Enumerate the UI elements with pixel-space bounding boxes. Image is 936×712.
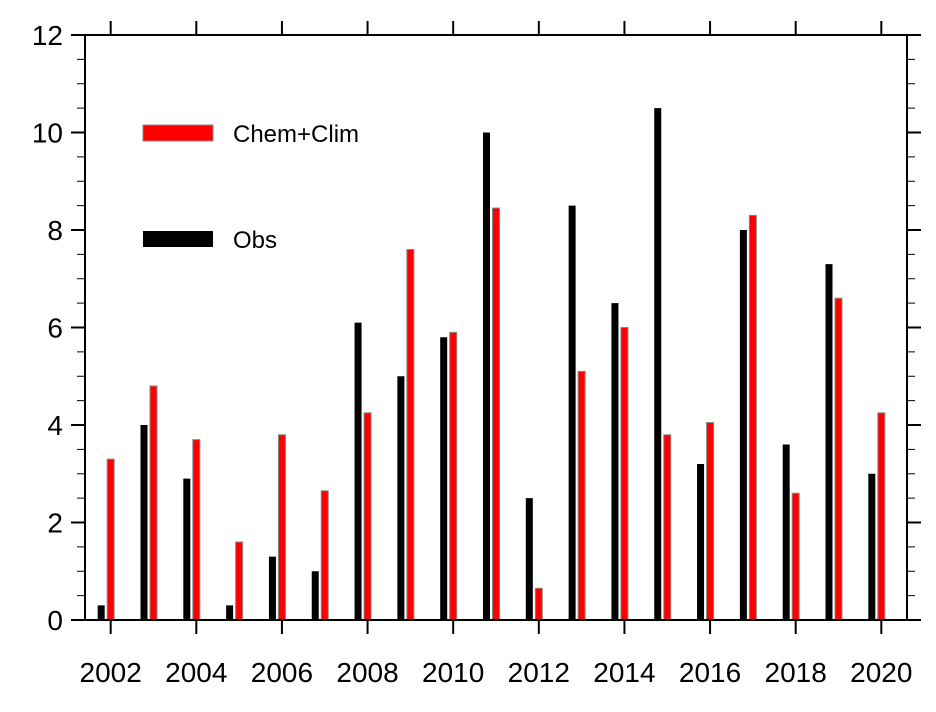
bar-obs-2003 bbox=[140, 425, 148, 620]
y-tick-label: 8 bbox=[47, 215, 63, 246]
bar-chem-clim-2010 bbox=[449, 331, 458, 621]
bar-chem-clim-2019 bbox=[834, 297, 843, 621]
axes: 0 2 4 6 8 10 12 2002 2004 2006 2008 2010 2012 2014 201… bbox=[32, 20, 921, 688]
bars bbox=[97, 108, 886, 621]
bar-obs-2002 bbox=[97, 605, 105, 620]
x-tick-label: 2002 bbox=[80, 657, 142, 688]
y-tick-label: 12 bbox=[32, 20, 63, 51]
legend-label-chem-clim: Chem+Clim bbox=[233, 121, 359, 148]
bar-obs-2012 bbox=[525, 498, 533, 620]
legend-label-obs: Obs bbox=[233, 227, 277, 254]
bar-chem-clim-2008 bbox=[363, 412, 372, 621]
y-tick-label: 10 bbox=[32, 118, 63, 149]
bar-obs-2009 bbox=[397, 376, 405, 620]
bar-chem-clim-2014 bbox=[620, 327, 629, 621]
bar-obs-2014 bbox=[611, 303, 619, 620]
legend: Chem+Clim Obs bbox=[142, 121, 359, 254]
bar-chem-clim-2004 bbox=[192, 439, 201, 621]
x-tick-label: 2014 bbox=[593, 657, 655, 688]
x-tick-label: 2006 bbox=[251, 657, 313, 688]
bar-chem-clim-2017 bbox=[748, 214, 757, 621]
x-tick-label: 2018 bbox=[765, 657, 827, 688]
x-tick-label: 2004 bbox=[165, 657, 227, 688]
bar-obs-2007 bbox=[311, 571, 319, 620]
x-tick-label: 2016 bbox=[679, 657, 741, 688]
bar-obs-2019 bbox=[825, 264, 833, 620]
x-tick-label: 2008 bbox=[336, 657, 398, 688]
legend-swatch-obs bbox=[143, 231, 213, 247]
bar-chem-clim-2009 bbox=[406, 249, 415, 621]
bar-obs-2011 bbox=[483, 132, 490, 620]
bar-obs-2017 bbox=[739, 230, 747, 620]
bar-obs-2006 bbox=[268, 556, 276, 620]
bar-chem-clim-2016 bbox=[706, 422, 715, 621]
bar-chem-clim-2011 bbox=[492, 207, 500, 621]
bar-chem-clim-2002 bbox=[106, 458, 115, 621]
legend-swatch-chem-clim bbox=[142, 124, 214, 142]
bar-obs-2004 bbox=[183, 478, 191, 620]
bar-chem-clim-2012 bbox=[534, 587, 543, 621]
bar-chem-clim-2003 bbox=[149, 385, 158, 621]
bar-chem-clim-2018 bbox=[791, 492, 800, 621]
x-tick-label: 2020 bbox=[850, 657, 912, 688]
y-tick-label: 6 bbox=[47, 313, 63, 344]
bar-chem-clim-2020 bbox=[877, 412, 886, 621]
x-tick-label: 2010 bbox=[422, 657, 484, 688]
bar-obs-2020 bbox=[868, 473, 876, 620]
bar-obs-2018 bbox=[782, 444, 790, 620]
bar-chem-clim-2006 bbox=[277, 434, 286, 621]
bar-chem-clim-2013 bbox=[577, 370, 586, 621]
y-tick-label: 0 bbox=[47, 605, 63, 636]
bar-chem-clim-2007 bbox=[320, 490, 329, 621]
bar-obs-2010 bbox=[440, 337, 448, 620]
bar-chem-clim-2015 bbox=[663, 434, 672, 621]
y-tick-label: 4 bbox=[47, 410, 63, 441]
bar-obs-2005 bbox=[226, 605, 234, 620]
bar-obs-2013 bbox=[568, 205, 576, 620]
bar-chem-clim-2005 bbox=[235, 541, 244, 621]
x-tick-label: 2012 bbox=[508, 657, 570, 688]
bar-obs-2015 bbox=[654, 108, 662, 620]
bar-obs-2016 bbox=[697, 464, 705, 620]
y-tick-label: 2 bbox=[47, 508, 63, 539]
bar-obs-2008 bbox=[354, 322, 362, 620]
